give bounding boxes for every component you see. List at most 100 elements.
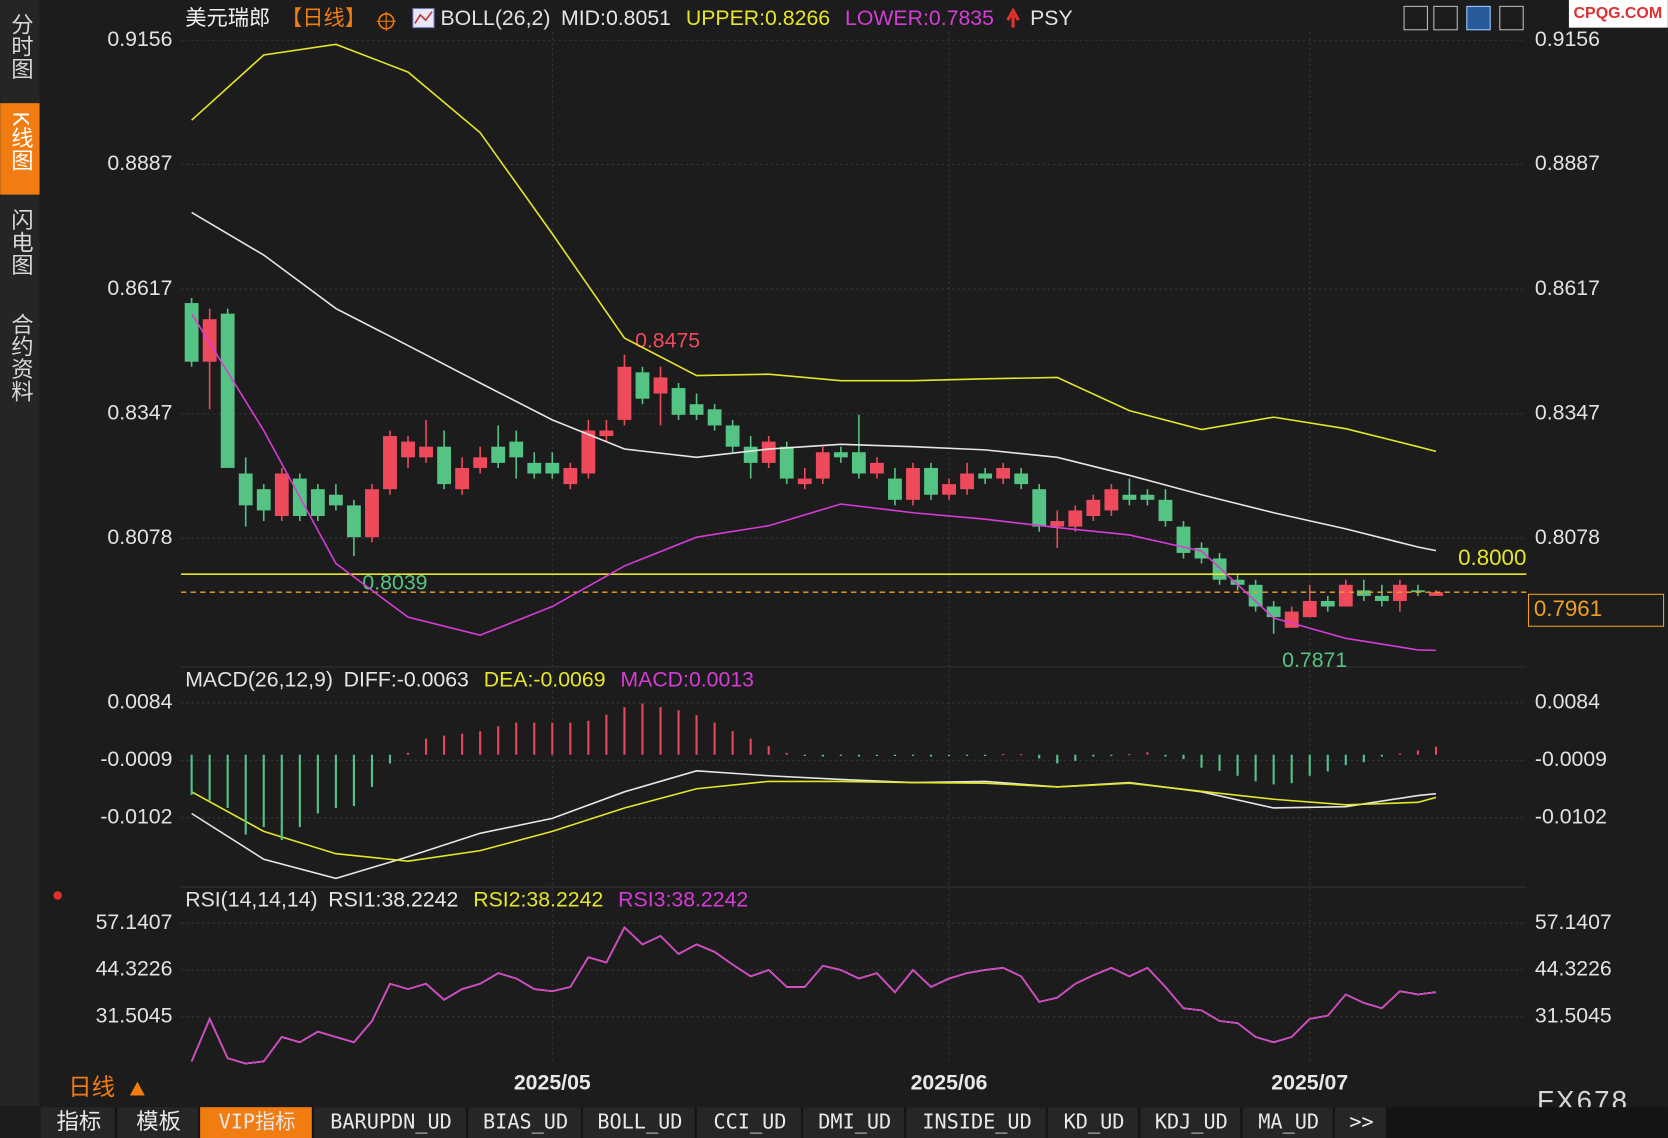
tab-bg[interactable] [468,1107,581,1138]
macd-bar [1236,754,1239,776]
macd-bar [929,754,933,757]
tab-bg[interactable] [803,1107,905,1138]
y-tick-label: 31.5045 [96,1003,173,1027]
candle-body [347,505,361,538]
tab-bg[interactable] [40,1107,116,1138]
low-annotation: 0.7871 [1282,648,1347,672]
candle-body [960,473,974,490]
macd-bar [533,722,536,755]
candle-body [274,473,289,516]
macd-bar [1002,754,1005,756]
sidebar-tab[interactable]: 闪电图 [8,208,33,276]
tab-label[interactable]: 模板 [136,1109,181,1134]
tab-bg[interactable] [200,1107,312,1138]
macd-bar [316,754,319,814]
indicator-title: BOLL(26,2) [440,6,550,30]
sidebar-tab[interactable]: 分时图 [8,12,33,80]
tab-bg[interactable] [583,1107,695,1138]
settings-icon[interactable] [376,11,396,31]
logo-bg [1568,0,1668,28]
macd-bar [731,731,734,755]
macd-bar [1218,754,1221,771]
macd-bar [190,754,193,795]
logo: CPQG.COM [1574,5,1663,22]
macd-bar [1128,754,1131,756]
candle-body [437,446,452,485]
sidebar-tab[interactable]: 合约资料 [8,312,33,402]
candle-body [707,409,722,426]
candle-body [996,467,1011,479]
period-arrow[interactable] [129,1081,145,1096]
sidebar-active [0,103,40,195]
y-tick-label-right: -0.0102 [1535,804,1607,828]
macd-bar [713,722,716,755]
tab-label[interactable]: CCI_UD [714,1110,787,1134]
macd-bar [839,754,842,756]
tab-label[interactable]: VIP指标 [219,1110,296,1134]
period[interactable]: 【日线】 [281,6,366,30]
candle-body [1212,558,1227,580]
macd-bar [1200,754,1203,768]
tab-label[interactable]: KDJ_UD [1155,1110,1228,1134]
candle-body [888,478,902,500]
macd-bar [605,714,608,755]
candle-body [509,441,524,458]
tab-label[interactable]: BARUPDN_UD [330,1110,452,1134]
symbol: 美元瑞郎 [185,6,270,30]
y-tick-label: -0.0009 [100,747,172,771]
macd-bar [1182,754,1185,760]
tab-bg[interactable] [117,1107,198,1138]
macd-bar [1254,754,1257,782]
candle-body [419,446,433,458]
legend-entry: LOWER:0.7835 [845,6,994,30]
macd-bar [641,703,644,755]
last-price-box [1527,593,1665,627]
macd-bar [1326,754,1329,772]
tab-label[interactable]: MA_UD [1258,1110,1319,1134]
tab-label[interactable]: BOLL_UD [597,1110,682,1134]
bottom-period[interactable]: 日线 [68,1074,115,1100]
macd-bar [244,754,247,835]
candle-body [365,489,379,538]
tab-label[interactable]: >> [1349,1110,1373,1134]
candle-body [779,446,794,479]
tab-bg[interactable] [1242,1107,1333,1138]
tab-label[interactable]: 指标 [57,1109,102,1134]
tab-label[interactable]: INSIDE_UD [922,1110,1031,1134]
candle-body [527,462,542,474]
tab-label[interactable]: BIAS_UD [483,1110,568,1134]
tab-bg[interactable] [906,1107,1046,1138]
indicator-line [191,780,1437,862]
tab-bg[interactable] [313,1107,467,1138]
chart-tool-icons[interactable] [1403,5,1524,31]
candle-body [256,489,271,511]
candle-body [1050,521,1065,527]
candle-body [310,489,325,516]
y-tick-label-right: -0.0009 [1535,747,1607,771]
macd-bar [424,738,428,755]
y-tick-label-right: 0.9156 [1535,27,1600,51]
indicator-line [191,211,1437,552]
x-tick-label: 2025/06 [911,1070,988,1094]
tab-label[interactable]: KD_UD [1064,1110,1125,1134]
candle-body [815,452,830,479]
y-tick-label: 44.3226 [96,957,173,981]
tab-bg[interactable] [1334,1107,1386,1138]
tab-bg[interactable] [1140,1107,1241,1138]
candle-body [725,425,740,447]
candle-body [743,446,758,463]
macd-bar [497,726,500,755]
tab-bg[interactable] [696,1107,802,1138]
candle-body [1266,606,1281,618]
macd-bar [1110,754,1113,756]
macd-bar [406,752,410,755]
candle-body [1032,489,1047,527]
candle-body [653,377,668,394]
tab-label[interactable]: DMI_UD [818,1110,891,1134]
indicator-extra: PSY [1030,6,1073,30]
sidebar-tab-active[interactable]: K线图 [8,112,33,172]
macd-bar [352,754,355,807]
y-tick-label: 0.8887 [107,151,172,175]
indicator-line [190,313,1436,652]
tab-bg[interactable] [1047,1107,1139,1138]
